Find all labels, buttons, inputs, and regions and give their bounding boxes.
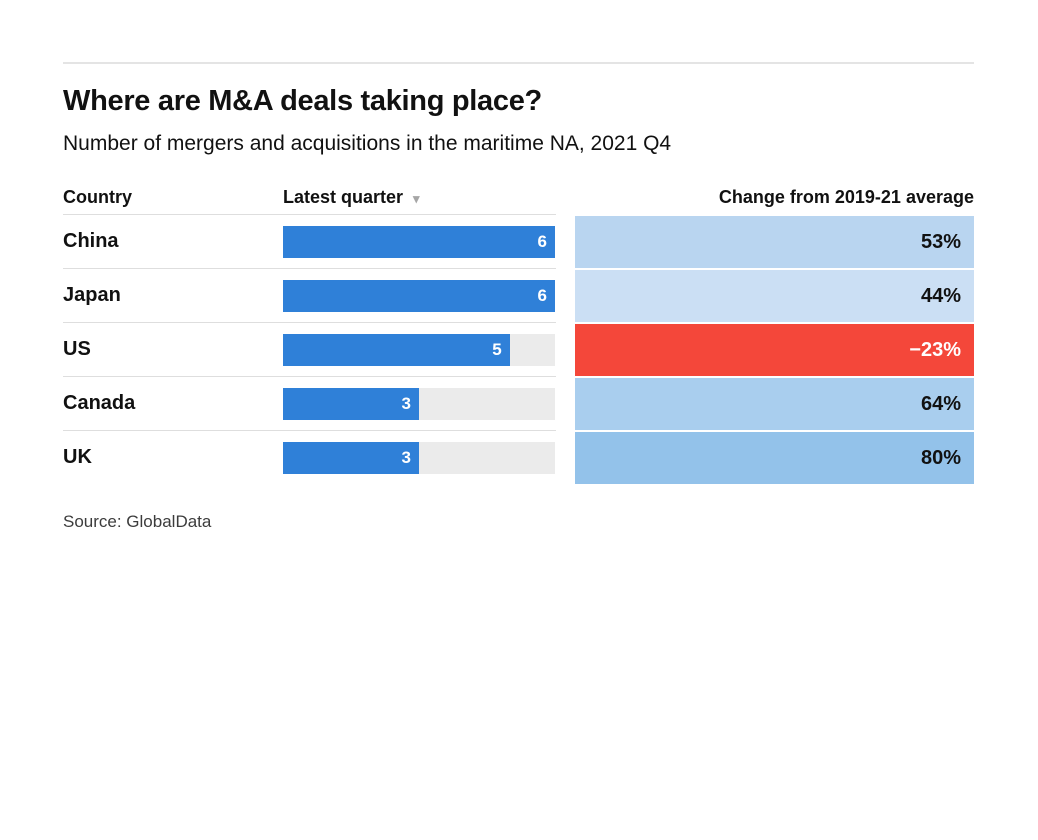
bar-cell: 6 — [283, 279, 556, 312]
bar-value-label: 3 — [401, 393, 411, 413]
bar-cell: 3 — [283, 387, 556, 420]
bar-value-label: 3 — [401, 447, 411, 467]
table-row-left: Canada 3 — [63, 376, 556, 430]
table-row: Canada 3 64% — [63, 376, 974, 430]
bar-value-label: 5 — [492, 339, 502, 359]
bar-fill: 3 — [283, 441, 419, 474]
bar-value-label: 6 — [537, 285, 547, 305]
table-row-left: Japan 6 — [63, 268, 556, 322]
column-header-latest-quarter[interactable]: Latest quarter ▾ — [283, 187, 556, 208]
page-subtitle: Number of mergers and acquisitions in th… — [63, 132, 672, 155]
table-row-left: China 6 — [63, 214, 556, 268]
country-label: US — [63, 338, 91, 360]
bar-track: 3 — [283, 387, 555, 420]
change-value-label: 64% — [920, 392, 961, 415]
table-row: Japan 6 44% — [63, 268, 974, 322]
table-row-left: US 5 — [63, 322, 556, 376]
bar-fill: 3 — [283, 387, 419, 420]
bar-track: 6 — [283, 225, 555, 258]
change-cell: 80% — [575, 432, 974, 484]
bar-cell: 5 — [283, 333, 556, 366]
change-value-label: −23% — [909, 338, 961, 361]
change-cell: 53% — [575, 216, 974, 268]
change-cell: −23% — [575, 324, 974, 376]
chart-card: Where are M&A deals taking place? Number… — [0, 62, 1038, 840]
table-row: US 5 −23% — [63, 322, 974, 376]
bar-track: 6 — [283, 279, 555, 312]
change-value-label: 80% — [920, 446, 961, 469]
bar-value-label: 6 — [537, 231, 547, 251]
bar-fill: 6 — [283, 279, 555, 312]
change-cell: 64% — [575, 378, 974, 430]
table-row: China 6 53% — [63, 214, 974, 268]
table-row: UK 3 80% — [63, 430, 974, 484]
column-header-country: Country — [63, 187, 132, 207]
country-label: Japan — [63, 284, 121, 306]
column-header-latest-quarter-label: Latest quarter — [283, 187, 404, 207]
country-label: UK — [63, 446, 92, 468]
country-label: China — [63, 230, 119, 252]
bar-track: 5 — [283, 333, 555, 366]
bar-fill: 5 — [283, 333, 510, 366]
table-row-left: UK 3 — [63, 430, 556, 484]
source-note: Source: GlobalData — [63, 512, 212, 531]
bar-cell: 3 — [283, 441, 556, 474]
bar-cell: 6 — [283, 225, 556, 258]
country-label: Canada — [63, 392, 136, 414]
sort-descending-icon: ▾ — [413, 191, 420, 206]
top-rule — [63, 62, 974, 64]
column-header-change: Change from 2019-21 average — [718, 187, 974, 207]
bar-track: 3 — [283, 441, 555, 474]
change-value-label: 44% — [920, 284, 961, 307]
table-body: China 6 53% Japan 6 — [63, 214, 974, 484]
change-value-label: 53% — [920, 230, 961, 253]
page-title: Where are M&A deals taking place? — [63, 85, 542, 117]
table-header: Country Latest quarter ▾ Change from 201… — [63, 184, 974, 214]
change-cell: 44% — [575, 270, 974, 322]
bar-fill: 6 — [283, 225, 555, 258]
